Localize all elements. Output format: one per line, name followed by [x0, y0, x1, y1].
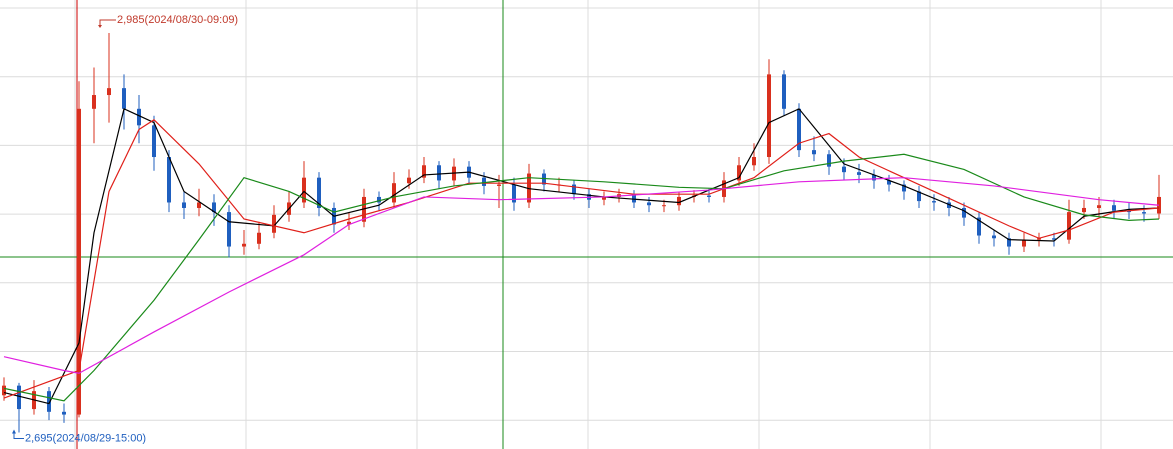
candle-body [842, 166, 846, 173]
candle-body [527, 173, 531, 203]
candle-body [437, 165, 441, 181]
candle-body [377, 196, 381, 203]
candle-body [392, 183, 396, 203]
candle-body [347, 221, 351, 225]
annotation-pointer [99, 19, 116, 28]
annotation-arrow [98, 25, 102, 29]
candle-body [47, 391, 51, 412]
moving-average-line [3, 177, 1160, 374]
candle-body [917, 191, 921, 202]
candle-body [632, 194, 636, 203]
candle-body [107, 88, 111, 96]
candle-body [962, 207, 966, 218]
candle-body [497, 184, 501, 186]
candle-body [1082, 207, 1086, 213]
candle-body [902, 184, 906, 192]
candle-body [887, 180, 891, 185]
candle-body [62, 411, 66, 415]
candle-body [407, 177, 411, 184]
candle-body [272, 214, 276, 233]
candle-body [797, 108, 801, 151]
candle-body [1157, 196, 1161, 214]
candle-body [167, 157, 171, 203]
candle-body [317, 177, 321, 208]
candle-body [767, 74, 771, 158]
moving-average-line [3, 107, 1160, 405]
candle-body [1007, 238, 1011, 247]
candle-body [512, 184, 516, 203]
moving-average-line [3, 153, 1160, 402]
candle-body [572, 184, 576, 195]
candle-body [662, 205, 666, 207]
candle-body [872, 174, 876, 181]
candle-body [707, 195, 711, 197]
candle-body [827, 154, 831, 167]
candle-body [602, 196, 606, 200]
annotation-label: 2,695(2024/08/29-15:00) [25, 432, 146, 444]
candle-body [227, 212, 231, 247]
candle-body [947, 202, 951, 208]
candle-body [122, 88, 126, 109]
candle-body [302, 177, 306, 203]
candle-body [197, 202, 201, 208]
candle-body [737, 165, 741, 181]
candle-body [1052, 238, 1056, 240]
candle-body [242, 243, 246, 247]
candle-body [182, 202, 186, 208]
candle-body [752, 157, 756, 166]
candle-body [1097, 205, 1101, 208]
candle-body [212, 202, 216, 213]
candle-body [857, 172, 861, 175]
candle-body [77, 108, 81, 415]
candle-body [992, 235, 996, 239]
candle-body [1022, 239, 1026, 247]
candle-body [1142, 212, 1146, 214]
candle-body [1127, 210, 1131, 213]
candle-body [17, 385, 21, 410]
candle-body [977, 217, 981, 236]
candle-body [1037, 238, 1041, 240]
candle-body [932, 201, 936, 203]
candle-body [2, 385, 6, 396]
candle-body [812, 150, 816, 155]
annotation-arrow [12, 429, 16, 434]
candle-body [152, 125, 156, 158]
candle-body [647, 202, 651, 206]
candle-body [1067, 212, 1071, 240]
candle-body [677, 196, 681, 206]
candle-body [92, 95, 96, 109]
candle-body [782, 74, 786, 109]
candle-body [482, 177, 486, 186]
candle-body [1112, 205, 1116, 211]
candle-body [137, 108, 141, 126]
moving-average-line [3, 119, 1160, 399]
annotation-label: 2,985(2024/08/30-09:09) [117, 14, 238, 26]
candle-body [422, 165, 426, 178]
candle-body [257, 232, 261, 244]
